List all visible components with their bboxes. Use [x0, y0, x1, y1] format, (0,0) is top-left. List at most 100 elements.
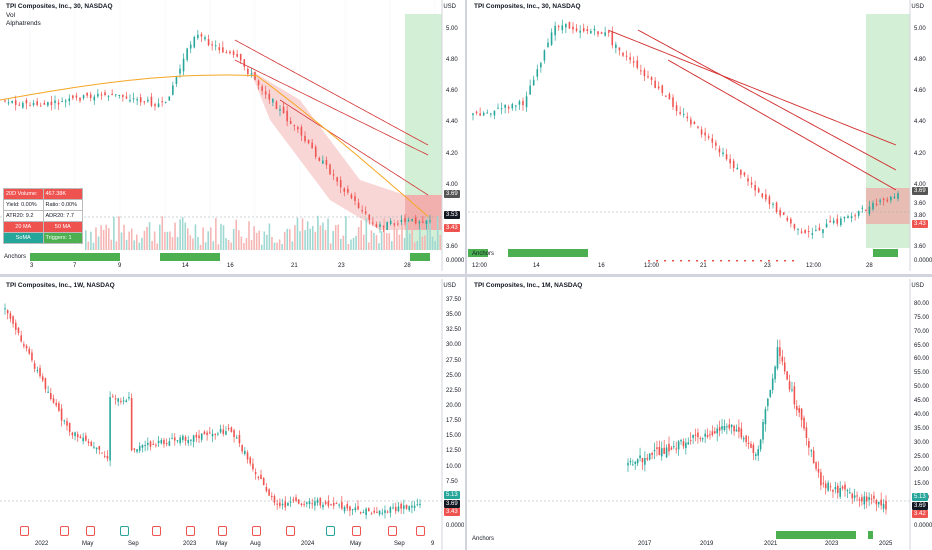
candle-body	[740, 428, 743, 438]
time-axis-tick: 2025	[879, 541, 893, 547]
candle-body	[745, 435, 747, 443]
candle-body	[700, 129, 703, 135]
candle-body	[295, 497, 297, 501]
earnings-marker-icon[interactable]	[388, 526, 397, 536]
candle-body	[120, 400, 122, 402]
candle-body	[109, 396, 111, 461]
volume-bar	[232, 228, 235, 250]
earnings-marker-icon[interactable]	[416, 526, 425, 536]
candle-body	[851, 493, 854, 499]
time-axis-tick: 14	[533, 263, 540, 269]
candle-body	[130, 398, 133, 451]
candle-body	[543, 50, 546, 61]
chart-panel-30m-right[interactable]: TPI Composites, Inc., 30, NASDAQ USD 5.0…	[468, 0, 932, 271]
ma-orange-line	[0, 74, 429, 217]
earnings-marker-icon[interactable]	[86, 526, 95, 536]
volume-bar	[266, 234, 268, 250]
volume-indicator-label[interactable]: Vol	[6, 12, 16, 19]
candle-body	[493, 110, 496, 116]
earnings-marker-icon[interactable]	[60, 526, 69, 536]
candle-body	[239, 54, 242, 61]
earnings-marker-icon[interactable]	[120, 526, 129, 536]
earnings-marker-icon[interactable]	[152, 526, 161, 536]
volume-bar	[194, 224, 197, 250]
candle-body	[882, 198, 885, 201]
candle-body	[677, 441, 680, 450]
chart-panel-monthly[interactable]: TPI Composites, Inc., 1M, NASDAQ USD 80.…	[468, 279, 932, 550]
volume-bar	[166, 231, 169, 250]
symbol-title[interactable]: TPI Composites, Inc., 30, NASDAQ	[6, 3, 113, 10]
earnings-marker-icon[interactable]	[20, 526, 29, 536]
candle-body	[17, 327, 20, 333]
symbol-title[interactable]: TPI Composites, Inc., 1W, NASDAQ	[6, 282, 115, 289]
candle-body	[171, 438, 173, 440]
candle-body	[847, 216, 849, 219]
anchor-segment	[468, 249, 488, 257]
candle-body	[394, 506, 397, 512]
candle-body	[515, 105, 517, 107]
candle-body	[103, 455, 106, 457]
candle-body	[132, 98, 135, 100]
anchor-tick	[728, 260, 730, 262]
time-axis-tick: 12:00	[806, 263, 822, 269]
earnings-marker-icon[interactable]	[186, 526, 195, 536]
candle-body	[716, 428, 719, 434]
candle-body	[336, 177, 338, 182]
candle-body	[699, 438, 702, 440]
time-axis-tick: 2023	[825, 541, 839, 547]
volume-bar	[406, 218, 408, 250]
volume-bar	[115, 241, 118, 250]
candle-body	[693, 121, 696, 125]
candle-body	[175, 76, 178, 84]
earnings-marker-icon[interactable]	[326, 526, 335, 536]
symbol-title[interactable]: TPI Composites, Inc., 1M, NASDAQ	[474, 282, 583, 289]
chart-panel-30m-left[interactable]: TPI Composites, Inc., 30, NASDAQ Vol Alp…	[0, 0, 464, 271]
earnings-marker-icon[interactable]	[252, 526, 261, 536]
chart-canvas[interactable]	[468, 279, 932, 550]
volume-bar	[164, 231, 166, 250]
candle-body	[568, 22, 571, 29]
anchor-tick	[712, 260, 714, 262]
anchors-label[interactable]: Anchors	[4, 254, 27, 260]
volume-bar	[299, 231, 301, 250]
candle-body	[382, 225, 385, 228]
volume-bar	[240, 236, 243, 250]
alphatrends-indicator-label[interactable]: Alphatrends	[6, 20, 41, 27]
candle-body	[764, 409, 767, 425]
earnings-marker-icon[interactable]	[218, 526, 227, 536]
volume-bar	[107, 228, 110, 250]
price-axis-tick: 35.00	[914, 425, 930, 432]
horizontal-divider[interactable]	[0, 274, 932, 277]
candle-body	[504, 104, 506, 108]
anchors-label[interactable]: Anchors	[472, 251, 495, 257]
candle-body	[306, 502, 308, 504]
candle-body	[351, 509, 354, 511]
symbol-title[interactable]: TPI Composites, Inc., 30, NASDAQ	[474, 3, 581, 10]
ratio-cell: Ratio: 0.00%	[42, 199, 83, 211]
anchor-strip	[0, 252, 442, 262]
candle-body	[98, 446, 101, 450]
time-axis-tick: 23	[764, 263, 771, 269]
chart-canvas[interactable]	[0, 279, 464, 550]
chart-panel-weekly[interactable]: TPI Composites, Inc., 1W, NASDAQ USD 37.…	[0, 279, 464, 550]
candle-body	[709, 434, 711, 436]
candle-body	[279, 502, 281, 506]
earnings-marker-icon[interactable]	[352, 526, 361, 536]
price-axis-tick: 4.40	[446, 119, 458, 126]
time-axis-tick: 2017	[638, 541, 652, 547]
anchors-label[interactable]: Anchors	[472, 536, 495, 542]
candle-body	[557, 26, 560, 28]
candle-body	[743, 172, 746, 176]
chart-canvas[interactable]	[468, 0, 932, 271]
price-axis-tick: 37.50	[446, 297, 462, 303]
volume-bar	[245, 238, 248, 250]
volume-bar	[311, 225, 314, 250]
candle-body	[815, 462, 817, 469]
candle-body	[225, 431, 227, 435]
candle-body	[164, 101, 167, 103]
time-axis-tick: 2021	[764, 541, 778, 547]
candle-body	[64, 100, 67, 102]
earnings-marker-icon[interactable]	[286, 526, 295, 536]
candle-body	[407, 219, 410, 221]
candle-body	[357, 506, 359, 510]
